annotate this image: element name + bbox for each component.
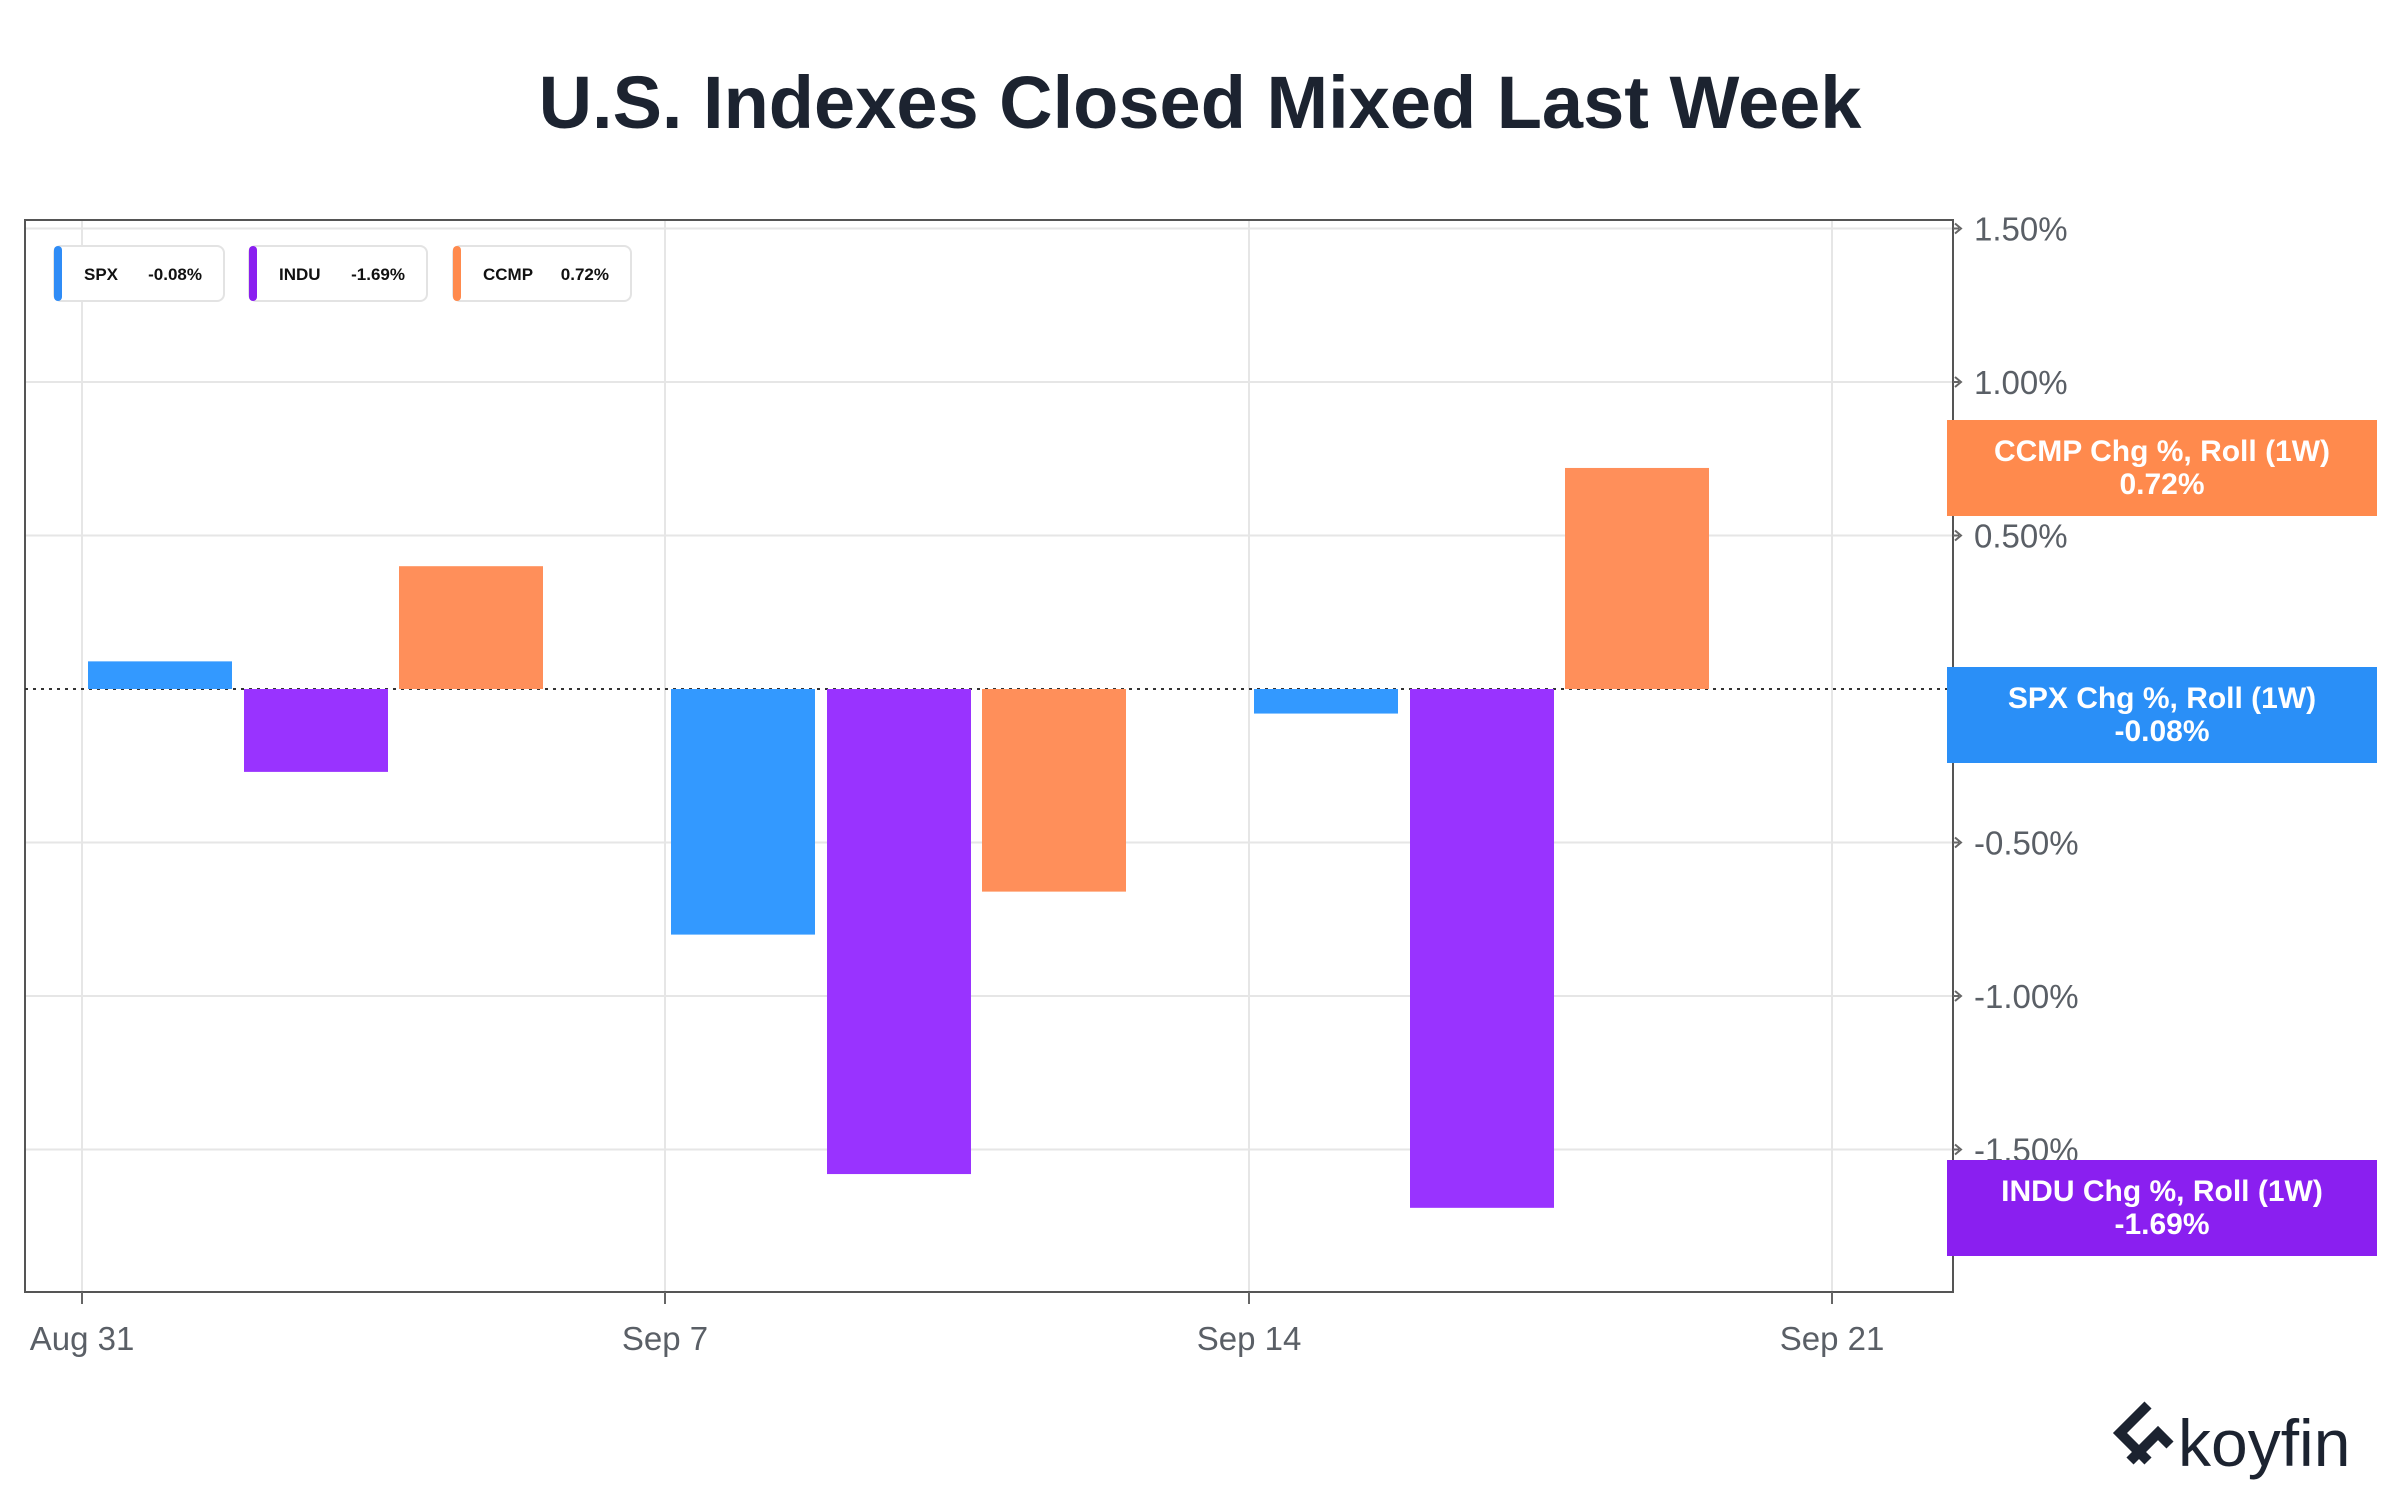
legend-series-name: SPX: [84, 265, 119, 284]
legend-item-indu: INDU -1.69%: [248, 245, 428, 302]
x-tick-label: Aug 31: [30, 1320, 135, 1357]
bar-spx-aug-31: [88, 661, 232, 689]
koyfin-logo: koyfin: [2112, 1401, 2350, 1480]
value-callouts: CCMP Chg %, Roll (1W)0.72% SPX Chg %, Rol…: [1947, 420, 2377, 1256]
bar-indu-sep-7: [827, 689, 971, 1175]
bar-indu-aug-31: [244, 689, 388, 772]
callout-value: -0.08%: [2114, 715, 2209, 748]
callout-value: 0.72%: [2119, 468, 2204, 501]
x-tick-label: Sep 14: [1197, 1320, 1302, 1357]
y-tick-mark: [1953, 1143, 1963, 1156]
x-tick-label: Sep 7: [622, 1320, 708, 1357]
bar-ccmp-sep-7: [982, 689, 1126, 892]
callout-label: INDU Chg %, Roll (1W): [2001, 1175, 2323, 1208]
x-tick-label: Sep 21: [1780, 1320, 1885, 1357]
bar-ccmp-sep-14: [1565, 467, 1709, 689]
y-tick-label: 1.00%: [1974, 364, 2068, 401]
legend-swatch: [54, 246, 62, 301]
y-tick-mark: [1953, 990, 1963, 1002]
y-tick-label: 1.50%: [1974, 211, 2068, 248]
legend-series-name: CCMP: [483, 265, 533, 284]
chart-title: U.S. Indexes Closed Mixed Last Week: [539, 61, 1863, 144]
callout-box: [1947, 1160, 2377, 1256]
legend-swatch: [453, 246, 461, 301]
callout-box: [1947, 420, 2377, 516]
legend: SPX -0.08% INDU -1.69% CCMP 0.72%: [53, 245, 632, 302]
y-tick-label: 0.50%: [1974, 518, 2068, 555]
bar-indu-sep-14: [1410, 689, 1554, 1208]
callout-label: CCMP Chg %, Roll (1W): [1994, 435, 2330, 468]
callout-spx: SPX Chg %, Roll (1W)-0.08%: [1947, 667, 2377, 763]
legend-item-ccmp: CCMP 0.72%: [452, 245, 632, 302]
bar-layer: [88, 467, 1709, 1208]
callout-value: -1.69%: [2114, 1208, 2209, 1241]
bar-spx-sep-7: [671, 689, 815, 935]
legend-series-value: -1.69%: [351, 265, 405, 284]
legend-item-spx: SPX -0.08%: [53, 245, 225, 302]
y-tick-mark: [1953, 376, 1963, 388]
callout-ccmp: CCMP Chg %, Roll (1W)0.72%: [1947, 420, 2377, 516]
callout-box: [1947, 667, 2377, 763]
y-tick-label: -0.50%: [1974, 825, 2079, 862]
legend-swatch: [249, 246, 257, 301]
callout-indu: INDU Chg %, Roll (1W)-1.69%: [1947, 1160, 2377, 1256]
bar-ccmp-aug-31: [399, 566, 543, 689]
bar-spx-sep-14: [1254, 689, 1398, 714]
x-axis: Aug 31 Sep 7 Sep 14 Sep 21: [30, 1292, 1885, 1357]
brand-name: koyfin: [2178, 1406, 2350, 1480]
grid-layer: [26, 221, 1952, 1291]
legend-series-value: -0.08%: [148, 265, 202, 284]
legend-series-name: INDU: [279, 265, 321, 284]
y-tick-label: -1.00%: [1974, 978, 2079, 1015]
y-tick-mark: [1953, 836, 1963, 849]
y-tick-mark: [1953, 222, 1963, 235]
y-tick-mark: [1953, 529, 1963, 542]
callout-label: SPX Chg %, Roll (1W): [2008, 682, 2316, 715]
koyfin-mark-icon: [2112, 1401, 2174, 1465]
legend-series-value: 0.72%: [561, 265, 609, 284]
